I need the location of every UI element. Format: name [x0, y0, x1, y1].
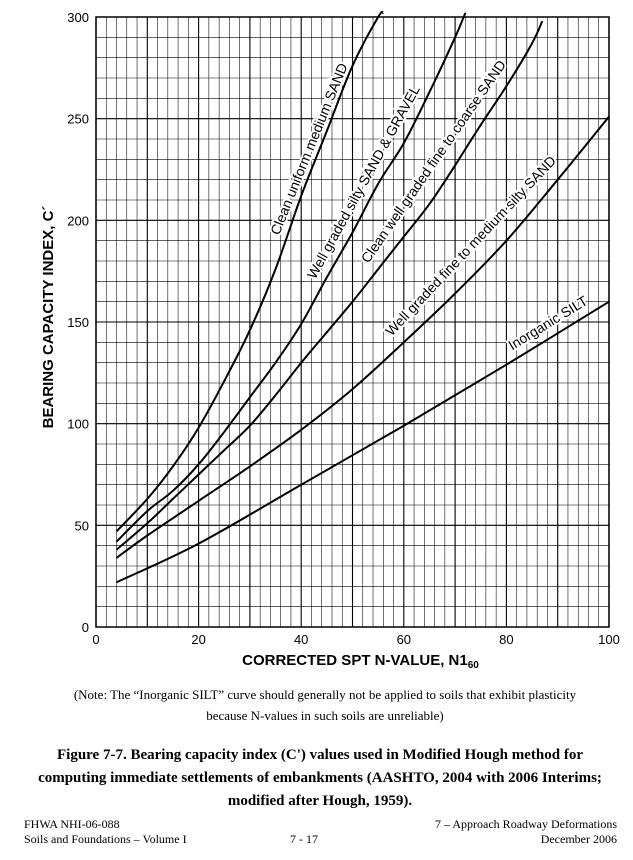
footer-chapter: 7 – Approach Roadway Deformations: [435, 817, 617, 831]
caption-line-2: computing immediate settlements of emban…: [38, 770, 602, 786]
footer-date: December 2006: [540, 832, 617, 846]
y-tick-label: 150: [67, 315, 89, 330]
series-line: [115, 20, 544, 551]
chart-note: (Note: The “Inorganic SILT” curve should…: [40, 684, 610, 726]
chart: 0 20 40 60 80 100 0 50 100 150 200 250 300 CORRECTED …: [40, 10, 620, 671]
y-axis-label: BEARING CAPACITY INDEX, C´: [40, 206, 57, 429]
figure-caption: Figure 7-7. Bearing capacity index (C') …: [20, 744, 620, 813]
x-axis-label: CORRECTED SPT N-VALUE, N160: [242, 652, 479, 671]
footer-page-number: 7 - 17: [290, 832, 318, 846]
y-tick-label: 300: [67, 10, 89, 25]
note-line-1: (Note: The “Inorganic SILT” curve should…: [73, 687, 577, 702]
plot-frame: [95, 16, 610, 628]
note-line-2: because N-values in such soils are unrel…: [206, 708, 444, 723]
x-tick-label: 0: [92, 632, 99, 647]
y-tick-label: 200: [67, 213, 89, 228]
y-tick-label: 0: [82, 620, 89, 635]
caption-line-1: Figure 7-7. Bearing capacity index (C') …: [57, 747, 583, 763]
x-tick-label: 100: [598, 632, 620, 647]
x-tick-label: 60: [397, 632, 411, 647]
chart-svg: 0 20 40 60 80 100 0 50 100 150 200 250 300 CORRECTED …: [40, 10, 620, 671]
x-tick-label: 20: [191, 632, 205, 647]
series-line: [115, 115, 610, 559]
x-tick-label: 80: [499, 632, 513, 647]
y-tick-label: 100: [67, 417, 89, 432]
caption-line-3: modified after Hough, 1959).: [227, 793, 413, 809]
footer-doc-title: Soils and Foundations – Volume I: [24, 832, 187, 846]
series-line: [115, 12, 467, 543]
y-tick-label: 50: [75, 518, 89, 533]
series-line: [116, 300, 610, 584]
x-tick-label: 40: [294, 632, 308, 647]
series-line: [115, 11, 385, 533]
footer-doc-id: FHWA NHI-06-088: [24, 817, 120, 831]
y-tick-label: 250: [67, 112, 89, 127]
